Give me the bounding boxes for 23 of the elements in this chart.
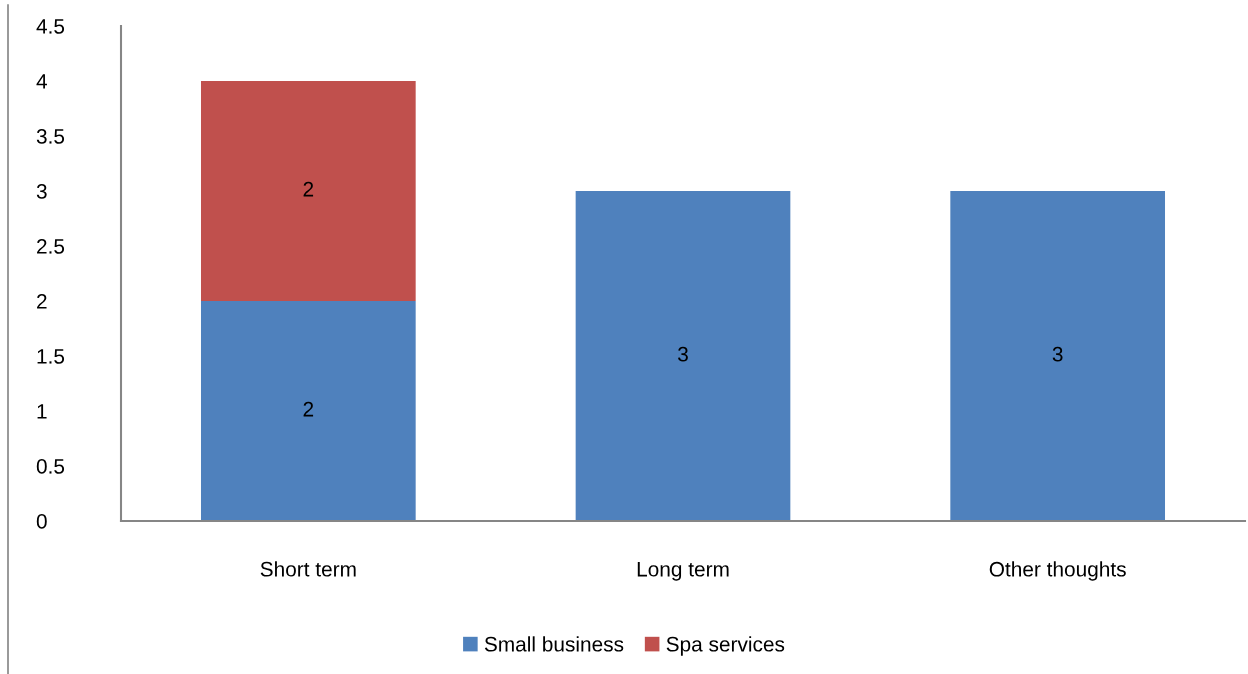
y-tick-label: 1.5: [37, 349, 65, 364]
y-tick-label: 1: [37, 404, 47, 419]
y-tick-label: 3: [36, 184, 47, 199]
data-label: 3: [678, 346, 688, 362]
data-label: 3: [1052, 346, 1063, 362]
bar: [950, 191, 1166, 521]
y-tick-label: 3.5: [36, 129, 65, 144]
y-tick-label: 0.5: [36, 459, 65, 474]
x-tick-label: Long term: [637, 562, 729, 581]
x-tick-label: Short term: [260, 561, 356, 577]
bar: [200, 301, 416, 521]
y-tick-label: 2.5: [37, 239, 65, 254]
bar: [575, 191, 791, 521]
legend-label: Small business: [484, 636, 624, 652]
legend-label: Spa services: [666, 636, 785, 656]
y-tick-label: 2: [37, 294, 47, 309]
y-tick-label: 4: [36, 74, 47, 89]
data-label: 2: [303, 181, 314, 197]
bar: [200, 81, 416, 301]
data-label: 2: [303, 401, 314, 417]
x-tick-label: Other thoughts: [989, 561, 1126, 581]
y-tick-label: 4.5: [36, 19, 65, 34]
y-tick-label: 0: [36, 514, 47, 529]
